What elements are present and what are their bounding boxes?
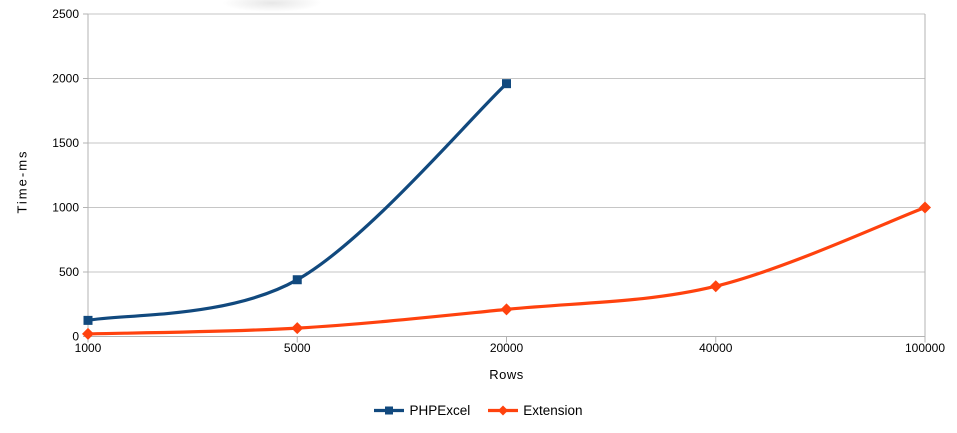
x-tick-label: 1000	[75, 341, 102, 355]
legend-diamond-marker	[498, 405, 509, 416]
data-point-square-marker	[502, 79, 511, 89]
x-axis-ticks: 1000 5000 20000 40000 100000	[75, 336, 945, 355]
y-tick-label: 0	[72, 330, 79, 344]
legend-key-diamond-icon	[488, 405, 519, 416]
series-line-phpexcel	[86, 82, 509, 322]
series-phpexcel	[83, 79, 511, 325]
y-tick-label: 1500	[52, 136, 79, 150]
x-tick-label: 40000	[699, 341, 733, 355]
legend-label: PHPExcel	[409, 403, 471, 418]
legend-key-square-icon	[374, 406, 405, 415]
y-axis-title: Time-ms	[14, 149, 30, 214]
y-tick-label: 2500	[52, 7, 79, 21]
y-tick-label: 2000	[52, 72, 79, 86]
data-point-diamond-marker	[709, 280, 722, 293]
data-point-diamond-marker	[919, 201, 931, 214]
y-tick-label: 500	[59, 265, 79, 279]
x-axis-title: Rows	[489, 367, 524, 382]
legend-square-marker	[385, 406, 394, 415]
chart-legend: PHPExcel Extension	[0, 403, 957, 418]
x-tick-label: 5000	[284, 341, 311, 355]
y-tick-label: 1000	[52, 201, 79, 215]
series-extension	[82, 201, 931, 340]
x-tick-label: 20000	[490, 341, 524, 355]
data-point-diamond-marker	[500, 303, 513, 316]
gridlines: 0 500 1000 1500 2000 2500	[52, 7, 925, 344]
x-tick-label: 100000	[905, 341, 945, 355]
legend-item-extension: Extension	[488, 403, 583, 418]
data-point-diamond-marker	[291, 322, 304, 335]
data-point-square-marker	[83, 315, 93, 325]
legend-item-phpexcel: PHPExcel	[374, 403, 470, 418]
data-point-diamond-marker	[82, 327, 94, 340]
data-point-square-marker	[292, 275, 302, 285]
legend-label: Extension	[523, 403, 583, 418]
artifact-smudge	[222, 0, 322, 12]
